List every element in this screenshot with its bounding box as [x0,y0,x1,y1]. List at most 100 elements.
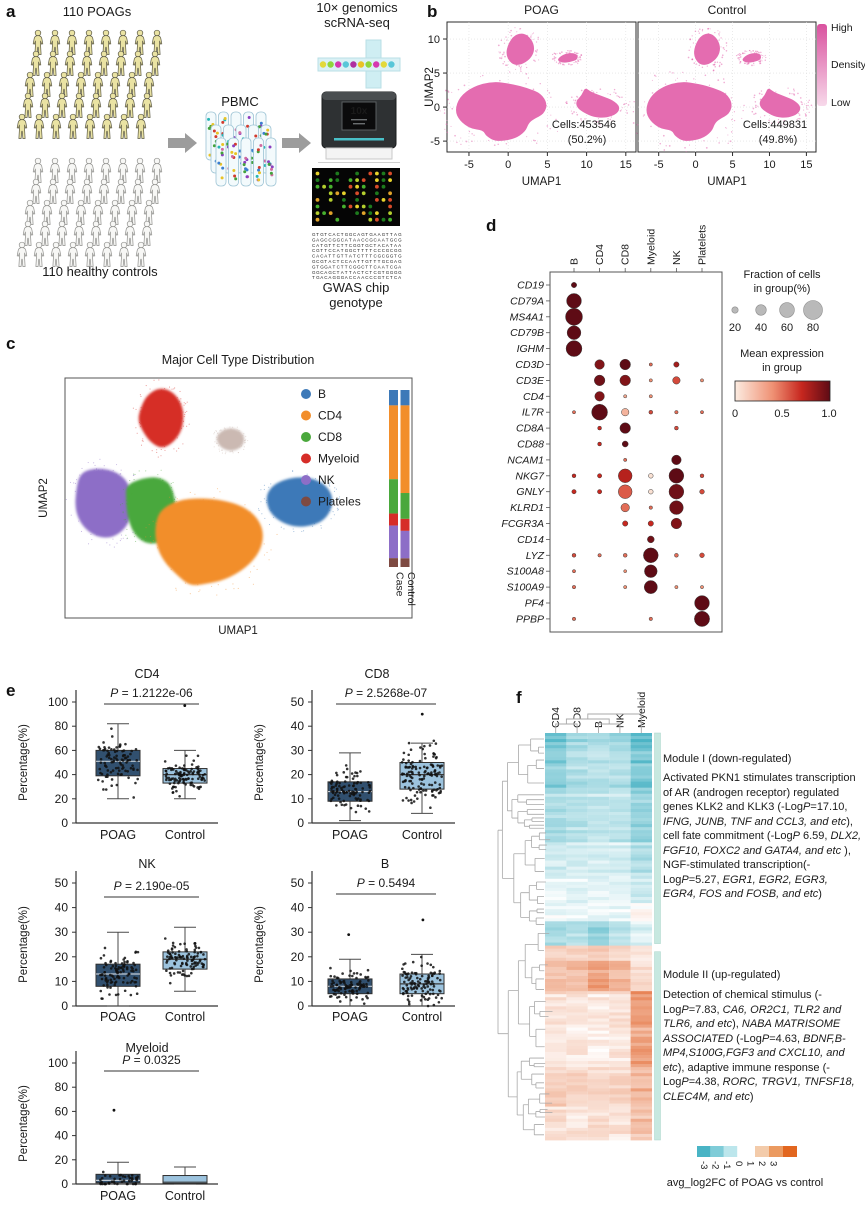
bar-label-Case: Case [394,572,406,597]
svg-text:A: A [386,243,389,248]
svg-text:C: C [386,275,390,280]
person-icon [149,178,161,204]
cells-count-label: Cells:453546 [552,119,616,131]
svg-text:0: 0 [693,159,699,171]
svg-text:T: T [361,270,364,275]
svg-text:C: C [349,243,353,248]
gene-label: IL7R [522,407,545,419]
svg-text:15: 15 [800,159,812,171]
legend-label: Plateles [318,495,361,509]
svg-text:G: G [390,259,394,264]
person-icon [83,29,95,55]
person-icon [67,113,79,139]
legend-swatch-NK [301,475,311,485]
panel-a-study-design-diagram: 110 POAGs 110 healthy controls PBMC 10× gen… [16,0,402,310]
boxplot-title: NK [138,857,156,871]
svg-text:A: A [316,243,319,248]
person-icon [41,199,53,225]
svg-text:A: A [349,259,352,264]
svg-text:T: T [316,264,319,269]
svg-text:A: A [398,275,401,280]
color-legend-title-1: Mean expression [740,348,824,360]
svg-text:C: C [382,243,386,248]
colorbar-low-label: Low [831,97,851,109]
dotplot-column-label: Platelets [697,225,709,265]
svg-text:T: T [324,232,327,237]
svg-text:5: 5 [729,159,735,171]
svg-text:G: G [365,243,369,248]
svg-text:G: G [390,237,394,242]
svg-text:C: C [349,264,353,269]
svg-text:A: A [398,243,401,248]
svg-text:T: T [365,264,368,269]
person-icon [151,157,163,183]
person-icon [115,178,127,204]
person-icon [124,220,136,246]
svg-text:A: A [328,264,331,269]
dotplot-column-label: B [569,258,581,265]
svg-text:G: G [341,275,345,280]
person-icon [135,113,147,139]
person-icon [49,157,61,183]
svg-text:C: C [341,237,345,242]
yaxis-label: Percentage(%) [18,906,30,983]
svg-text:G: G [316,275,320,280]
svg-text:C: C [390,264,394,269]
svg-text:C: C [374,237,378,242]
legend-swatch-CD8 [301,432,311,442]
gene-label: KLRD1 [510,502,544,514]
svg-text:C: C [374,270,378,275]
gene-label: CD8A [516,423,544,435]
group-label-Control: Control [165,828,205,842]
bar-label-Control: Control [405,572,417,606]
person-icon [107,92,119,118]
panel-d-marker-dotplot-chart: B CD4 CD8 Myeloid NK Platelets CD19 CD79A MS4A1 C… [501,225,837,633]
svg-text:G: G [357,243,361,248]
svg-text:C: C [357,270,361,275]
svg-text:40: 40 [55,768,69,782]
svg-text:T: T [365,232,368,237]
svg-text:G: G [398,248,402,253]
person-icon [124,92,136,118]
svg-text:A: A [328,259,331,264]
person-icon [83,157,95,183]
svg-text:C: C [357,254,361,259]
xaxis-label: UMAP1 [522,176,562,188]
svg-text:50: 50 [291,695,305,709]
person-icon [66,157,78,183]
yaxis-label: UMAP2 [424,67,436,107]
svg-text:T: T [341,232,344,237]
xaxis-label: UMAP1 [218,625,258,637]
person-icon [141,220,153,246]
person-icon [75,199,87,225]
person-icon [32,157,44,183]
cells-pct-label: (49.8%) [759,134,798,146]
umap-subplot-title: POAG [524,3,559,17]
svg-text:G: G [333,237,337,242]
fc-colorbar-tick: 0 [733,1161,744,1166]
svg-text:G: G [398,259,402,264]
colorbar-density-label: Density [831,59,865,71]
svg-text:T: T [361,259,364,264]
svg-text:A: A [316,237,319,242]
svg-text:0: 0 [61,1177,68,1191]
svg-text:80: 80 [807,322,819,334]
legend-label: Myeloid [318,452,359,466]
svg-text:G: G [312,270,316,275]
svg-text:10: 10 [291,792,305,806]
person-icon [24,71,36,97]
svg-text:T: T [349,270,352,275]
svg-text:100: 100 [48,1056,68,1070]
svg-text:G: G [386,248,390,253]
yaxis-label: Percentage(%) [254,906,266,983]
person-icon [58,199,70,225]
group-label-POAG: POAG [100,1010,136,1024]
umap-subplot-title: Control [708,3,747,17]
person-icon [66,29,78,55]
svg-text:G: G [316,248,320,253]
control-group-label: 110 healthy controls [42,264,158,279]
svg-text:G: G [386,254,390,259]
person-icon [92,71,104,97]
svg-text:G: G [398,232,402,237]
